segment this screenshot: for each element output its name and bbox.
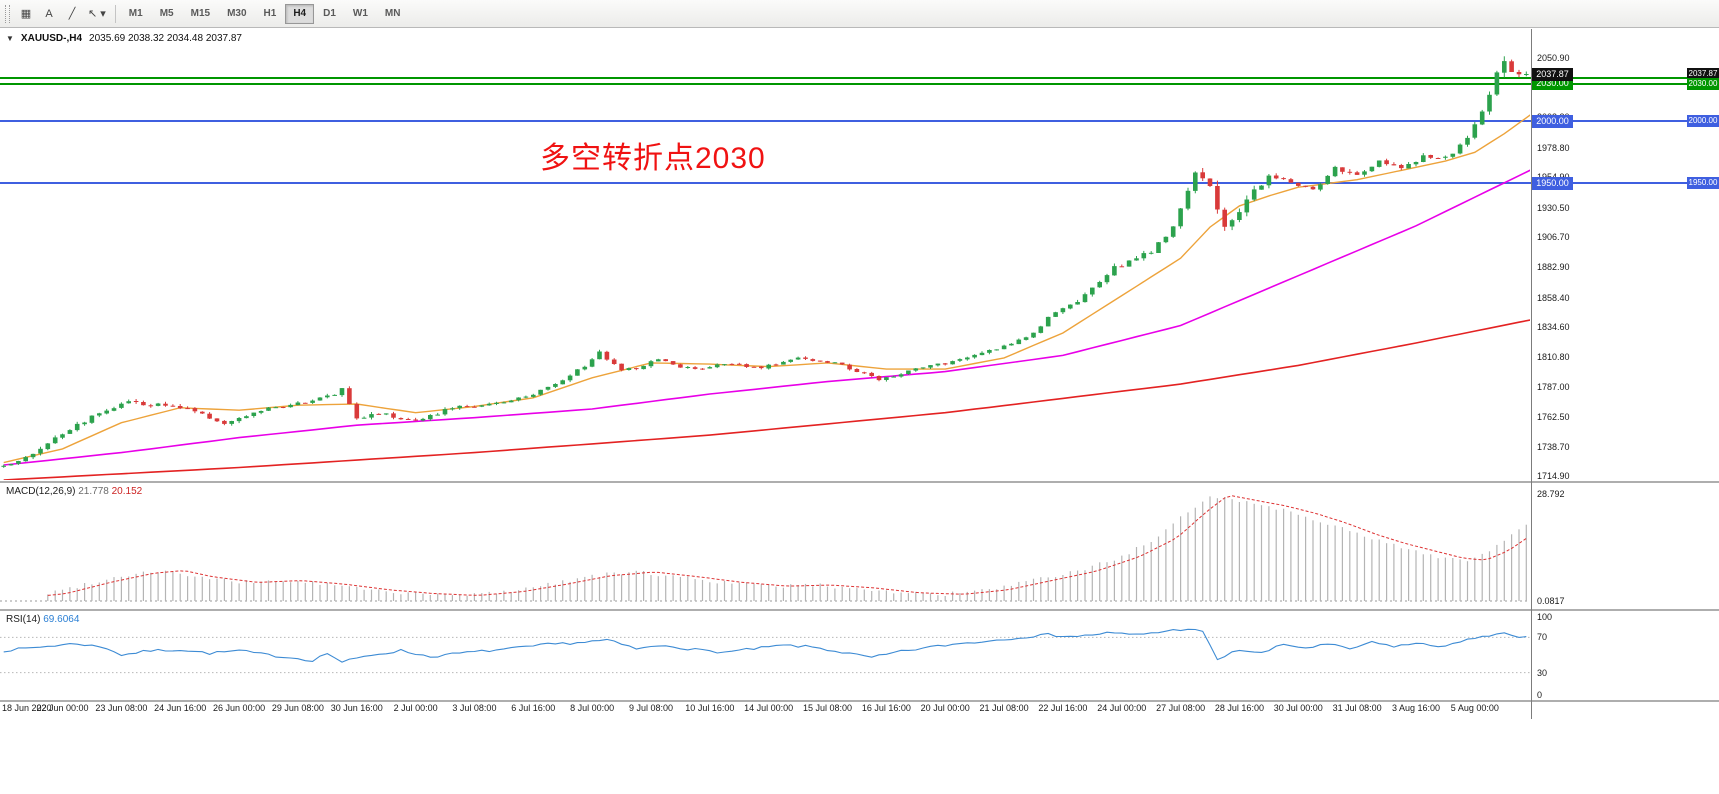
chart-window: ▼ XAUUSD-,H4 2035.69 2038.32 2034.48 203… (0, 29, 1719, 794)
price-badge-2030.00: 2030.00 (1687, 77, 1719, 90)
macd-axis-label: 0.0817 (1537, 595, 1565, 606)
time-axis-label: 16 Jul 16:00 (861, 703, 911, 713)
price-axis-label: 1762.50 (1537, 412, 1570, 423)
rsi-plot[interactable] (0, 611, 1530, 699)
collapse-triangle-icon[interactable]: ▼ (6, 34, 14, 43)
macd-label: MACD(12,26,9) 21.778 20.152 (6, 486, 142, 497)
price-axis-border (1531, 29, 1532, 719)
price-badge-1950.00: 1950.00 (1687, 177, 1719, 190)
rsi-axis-label: 70 (1537, 632, 1548, 643)
timeframe-button-m5[interactable]: M5 (159, 8, 174, 19)
price-axis-label: 1978.80 (1537, 142, 1570, 153)
time-axis-label: 14 Jul 00:00 (744, 703, 794, 713)
macd-name: MACD(12,26,9) (6, 486, 76, 497)
panel-splitter[interactable] (0, 609, 1719, 611)
time-axis-label: 21 Jul 08:00 (979, 703, 1029, 713)
horizontal-line-2030[interactable] (0, 82, 1719, 85)
price-badge-2037.87: 2037.87 (1532, 67, 1573, 81)
ohlc-values: 2035.69 2038.32 2034.48 2037.87 (89, 33, 242, 44)
price-badge-2000.00: 2000.00 (1687, 115, 1719, 128)
price-axis-label: 1787.00 (1537, 381, 1570, 392)
main-chart-plot[interactable] (0, 29, 1535, 481)
rsi-name: RSI(14) (6, 614, 41, 625)
toolbar-grip[interactable] (5, 4, 10, 23)
time-axis-label: 3 Jul 08:00 (452, 703, 497, 713)
timeframe-button-h1[interactable]: H1 (263, 8, 277, 19)
text-tool-icon[interactable]: A (45, 7, 53, 20)
horizontal-line-2034.7[interactable] (0, 76, 1719, 79)
timeframe-button-w1[interactable]: W1 (352, 8, 368, 19)
chart-header: ▼ XAUUSD-,H4 2035.69 2038.32 2034.48 203… (6, 33, 242, 44)
time-axis-label: 29 Jun 08:00 (271, 703, 324, 713)
macd-axis-label: 28.792 (1537, 489, 1565, 499)
time-axis-label: 23 Jun 08:00 (95, 703, 148, 713)
horizontal-line-2000[interactable] (0, 120, 1719, 123)
time-axis[interactable]: 18 Jun 2020 22 Jun 00:00 23 Jun 08:00 24 Ju… (0, 703, 1719, 717)
rsi-value: 69.6064 (43, 614, 80, 625)
time-axis-label: 10 Jul 16:00 (685, 703, 735, 713)
rsi-axis-label: 100 (1537, 612, 1553, 622)
time-axis-label: 22 Jul 16:00 (1038, 703, 1088, 713)
time-axis-label: 20 Jul 00:00 (920, 703, 970, 713)
time-axis-label: 27 Jul 08:00 (1156, 703, 1206, 713)
timeframe-button-group: M1 M5 M15 M30 H1 H4 D1 W1 MN (121, 3, 409, 24)
timeframe-button-m15[interactable]: M15 (190, 8, 211, 19)
macd-main-value: 21.778 (78, 486, 109, 497)
time-axis-label: 24 Jun 16:00 (154, 703, 207, 713)
rsi-axis-label: 30 (1537, 667, 1548, 678)
timeframe-button-h4[interactable]: H4 (285, 3, 315, 24)
price-axis-label: 1930.50 (1537, 202, 1570, 213)
time-axis-label: 5 Aug 00:00 (1450, 703, 1499, 713)
panel-splitter[interactable] (0, 700, 1719, 702)
time-axis-label: 2 Jul 00:00 (393, 703, 438, 713)
macd-signal-value: 20.152 (111, 486, 143, 497)
price-badge-2037.87: 2037.87 (1687, 68, 1719, 80)
time-axis-label: 30 Jul 00:00 (1273, 703, 1323, 713)
time-axis-label: 15 Jul 08:00 (802, 703, 853, 713)
time-axis-label: 28 Jul 16:00 (1214, 703, 1264, 713)
timeframe-button-d1[interactable]: D1 (323, 8, 336, 19)
price-axis-label: 1834.60 (1537, 322, 1570, 333)
rsi-axis-label: 0 (1537, 690, 1543, 700)
time-axis-label: 9 Jul 08:00 (628, 703, 674, 713)
price-axis-label: 1738.70 (1537, 441, 1570, 452)
price-axis-label: 1906.70 (1537, 232, 1570, 243)
panel-splitter[interactable] (0, 481, 1719, 483)
trendline-tool-icon[interactable]: ╱ (68, 8, 76, 20)
price-axis-label: 1858.40 (1537, 292, 1570, 303)
price-axis-label: 1810.80 (1537, 351, 1570, 362)
time-axis-label: 26 Jun 00:00 (213, 703, 266, 713)
time-axis-label: 24 Jul 00:00 (1097, 703, 1147, 713)
cursor-tool-icon[interactable]: ↖ ▾ (88, 8, 106, 20)
timeframe-button-m30[interactable]: M30 (227, 8, 247, 19)
time-axis-label: 30 Jun 16:00 (330, 703, 383, 713)
price-badge-2000.00: 2000.00 (1532, 114, 1573, 128)
time-axis-label: 8 Jul 00:00 (570, 703, 615, 713)
price-badge-2030.00: 2030.00 (1532, 77, 1573, 91)
time-axis-label: 22 Jun 00:00 (36, 703, 89, 713)
symbol-timeframe-label: XAUUSD-,H4 (20, 33, 83, 44)
horizontal-line-1950[interactable] (0, 182, 1719, 185)
chart-grid-icon[interactable]: ▦ (20, 8, 32, 20)
price-axis-label: 1714.90 (1537, 471, 1570, 482)
toolbar-separator (114, 4, 116, 23)
macd-plot[interactable] (0, 483, 1530, 608)
time-axis-label: 3 Aug 16:00 (1391, 703, 1441, 713)
rsi-label: RSI(14) 69.6064 (6, 614, 79, 625)
timeframe-button-mn[interactable]: MN (384, 8, 401, 19)
chart-annotation[interactable]: 多空转折点2030 (540, 142, 766, 175)
time-axis-label: 18 Jun 2020 (2, 703, 52, 713)
price-badge-1950.00: 1950.00 (1532, 176, 1573, 190)
time-axis-label: 31 Jul 08:00 (1332, 703, 1382, 713)
time-axis-label: 6 Jul 16:00 (511, 703, 556, 713)
price-axis-label: 1882.90 (1537, 262, 1570, 273)
toolbar-icon-group: ▦ A ╱ ↖ ▾ (15, 3, 110, 25)
timeframe-button-m1[interactable]: M1 (128, 8, 143, 19)
price-axis-label: 2050.90 (1537, 52, 1570, 63)
top-toolbar: ▦ A ╱ ↖ ▾ M1 M5 M15 M30 H1 H4 D1 W1 MN (0, 0, 1719, 28)
